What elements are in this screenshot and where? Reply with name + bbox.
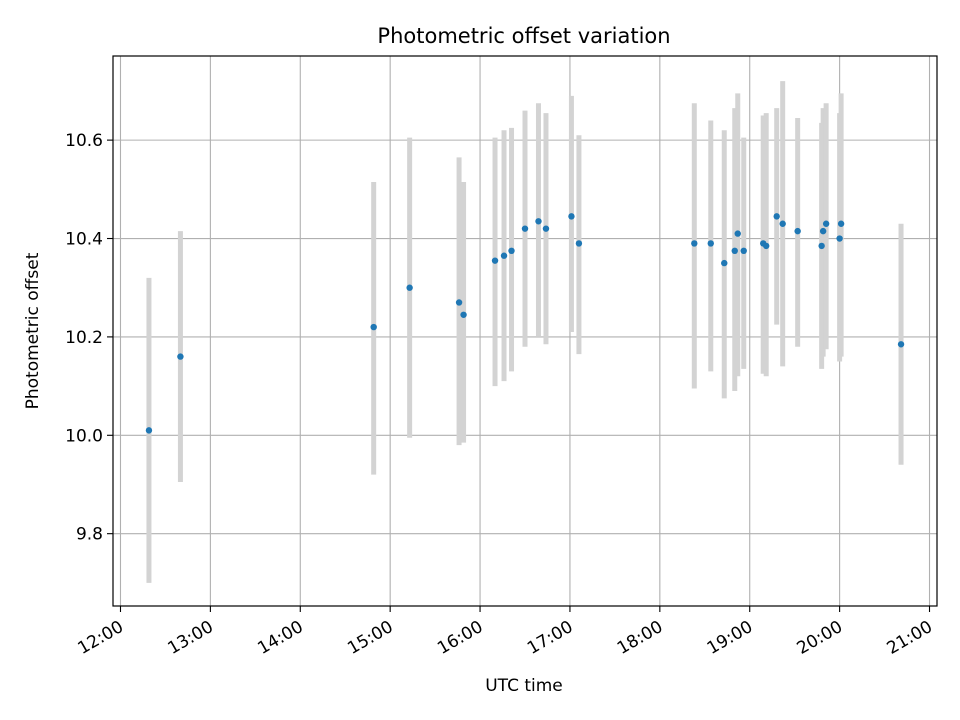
y-tick-label: 10.6 xyxy=(65,131,103,151)
data-point xyxy=(568,213,575,220)
data-point xyxy=(763,242,770,250)
y-tick-label: 10.2 xyxy=(65,328,103,348)
data-points xyxy=(145,213,905,434)
x-axis-label: UTC time xyxy=(485,676,563,696)
x-tick-label: 14:00 xyxy=(254,617,306,659)
data-point xyxy=(460,311,467,318)
data-point xyxy=(734,230,741,237)
data-point xyxy=(779,220,786,227)
plot-frame xyxy=(112,55,938,607)
data-point xyxy=(508,247,515,255)
y-axis-label: Photometric offset xyxy=(23,252,43,409)
data-point xyxy=(691,240,698,247)
data-point xyxy=(773,213,780,220)
data-point xyxy=(897,341,905,348)
data-point xyxy=(535,218,542,225)
x-tick-label: 12:00 xyxy=(75,617,127,659)
y-tick-label: 9.8 xyxy=(76,525,103,545)
y-axis: 9.8 10.0 10.2 10.4 10.6 xyxy=(65,131,113,545)
data-point xyxy=(819,227,827,235)
x-tick-label: 19:00 xyxy=(704,617,756,659)
data-point xyxy=(837,220,845,227)
y-tick-label: 10.4 xyxy=(65,230,103,250)
y-tick-label: 10.0 xyxy=(65,426,103,446)
data-point xyxy=(707,240,714,247)
data-point xyxy=(822,220,830,227)
data-point xyxy=(740,247,747,255)
data-point xyxy=(542,225,550,232)
error-bars xyxy=(146,81,904,583)
data-point xyxy=(818,242,825,250)
data-point xyxy=(177,353,184,360)
data-point xyxy=(575,240,583,247)
x-tick-label: 18:00 xyxy=(614,617,666,659)
x-axis: 12:00 13:00 14:00 15:00 16:00 17:00 18:00 19:00… xyxy=(75,606,936,659)
data-point xyxy=(521,225,529,232)
x-tick-label: 13:00 xyxy=(164,617,216,659)
data-point xyxy=(370,323,377,331)
data-point xyxy=(406,284,413,291)
chart-title: Photometric offset variation xyxy=(377,24,670,48)
data-point xyxy=(836,235,843,242)
data-point xyxy=(731,247,738,255)
x-tick-label: 17:00 xyxy=(524,617,576,659)
x-tick-label: 15:00 xyxy=(344,617,396,659)
data-point xyxy=(455,299,463,306)
x-tick-label: 20:00 xyxy=(794,617,846,659)
data-point xyxy=(721,259,728,267)
data-point xyxy=(500,252,508,259)
data-point xyxy=(491,257,499,264)
data-point xyxy=(794,227,801,235)
x-tick-label: 21:00 xyxy=(884,617,936,659)
data-point xyxy=(145,427,153,434)
x-tick-label: 16:00 xyxy=(434,617,486,659)
